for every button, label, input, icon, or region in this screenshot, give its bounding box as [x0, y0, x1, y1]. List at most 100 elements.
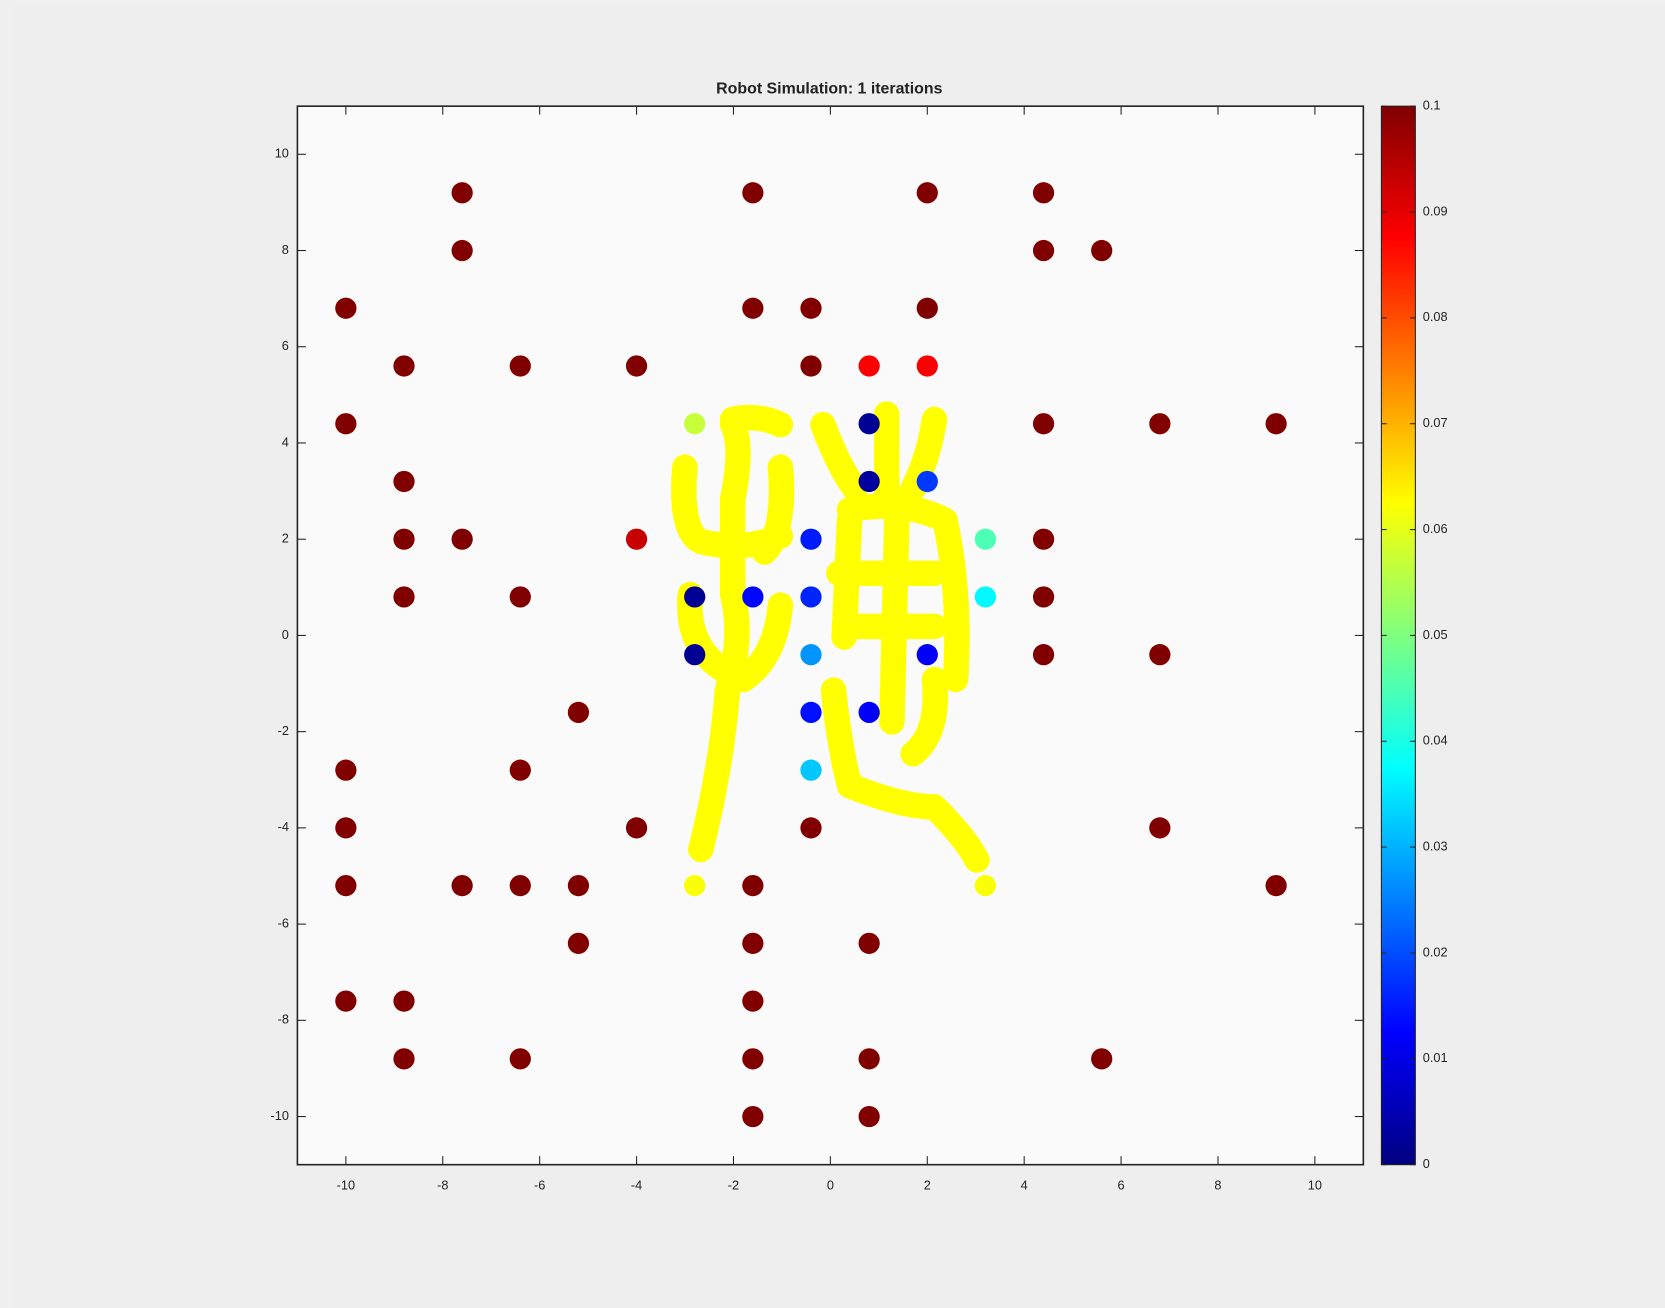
- robot-point: [335, 817, 357, 839]
- colorbar-tick-label: 0: [1423, 1156, 1430, 1171]
- robot-point: [393, 586, 415, 608]
- x-tick-label: 2: [924, 1177, 931, 1192]
- robot-point: [858, 1105, 880, 1128]
- robot-point: [858, 355, 880, 377]
- robot-point: [509, 355, 531, 377]
- y-tick-label: -6: [278, 915, 289, 930]
- robot-point: [1265, 874, 1287, 897]
- robot-point: [858, 470, 880, 493]
- stroke: [810, 401, 948, 512]
- robot-point: [1032, 239, 1055, 262]
- robot-point: [451, 528, 473, 550]
- robot-point: [509, 759, 531, 781]
- robot-point: [800, 759, 822, 781]
- y-tick-label: 0: [282, 627, 289, 642]
- robot-point: [684, 874, 706, 897]
- robot-point: [335, 759, 357, 781]
- y-tick-label: 10: [275, 146, 289, 161]
- robot-point: [858, 701, 880, 724]
- robot-point: [800, 644, 822, 666]
- robot-point: [742, 182, 764, 204]
- robot-point: [1091, 1048, 1113, 1070]
- y-tick-label: 6: [282, 338, 289, 353]
- stroke: [826, 486, 970, 735]
- stroke: [688, 411, 751, 863]
- robot-point: [567, 874, 590, 897]
- x-tick-label: 8: [1214, 1177, 1221, 1192]
- colorbar-tick-label: 0.06: [1423, 521, 1448, 536]
- robot-point: [1091, 239, 1113, 262]
- y-tick-label: -10: [271, 1108, 289, 1123]
- colorbar-tick-label: 0.01: [1423, 1050, 1448, 1065]
- robot-point: [1149, 817, 1171, 839]
- robot-point: [335, 990, 357, 1012]
- robot-point: [742, 586, 764, 608]
- chart-title: Robot Simulation: 1 iterations: [716, 80, 942, 97]
- robot-point: [335, 297, 357, 319]
- robot-point: [509, 1048, 531, 1070]
- robot-point: [974, 586, 997, 608]
- colorbar-tick-label: 0.08: [1423, 309, 1448, 324]
- robot-point: [800, 586, 822, 608]
- robot-point: [1032, 586, 1055, 608]
- stroke: [820, 666, 990, 873]
- x-tick-label: -8: [437, 1177, 448, 1192]
- robot-point: [393, 990, 415, 1012]
- robot-point: [335, 413, 357, 435]
- robot-point: [684, 644, 706, 666]
- robot-point: [974, 528, 997, 550]
- x-tick-label: -4: [631, 1177, 642, 1192]
- x-tick-label: 6: [1118, 1177, 1125, 1192]
- robot-point: [1032, 413, 1055, 435]
- robot-point: [800, 817, 822, 839]
- robot-point: [1265, 413, 1287, 435]
- robot-point: [916, 470, 938, 493]
- robot-point: [916, 297, 938, 319]
- y-tick-label: 2: [282, 531, 289, 546]
- robot-point: [567, 932, 590, 954]
- robot-point: [858, 413, 880, 435]
- colorbar-tick-label: 0.09: [1423, 203, 1448, 218]
- robot-point: [1149, 644, 1171, 666]
- robot-point: [684, 586, 706, 608]
- robot-point: [742, 990, 764, 1012]
- robot-point: [625, 528, 648, 550]
- robot-point: [742, 297, 764, 319]
- robot-point: [451, 182, 473, 204]
- robot-point: [393, 1048, 415, 1070]
- robot-point: [800, 355, 822, 377]
- robot-point: [1032, 182, 1055, 204]
- colorbar-tick-label: 0.1: [1423, 98, 1441, 113]
- y-tick-label: -8: [278, 1012, 289, 1027]
- x-tick-label: -6: [534, 1177, 545, 1192]
- robot-point: [684, 413, 706, 435]
- robot-point: [916, 644, 938, 666]
- robot-point: [393, 528, 415, 550]
- x-tick-label: -10: [337, 1177, 355, 1192]
- robot-point: [1032, 644, 1055, 666]
- y-tick-label: -4: [278, 819, 289, 834]
- robot-point: [567, 701, 590, 724]
- colorbar-tick-label: 0.03: [1423, 838, 1448, 853]
- robot-point: [335, 874, 357, 897]
- robot-point: [858, 1048, 880, 1070]
- robot-point: [393, 470, 415, 493]
- robot-point: [916, 182, 938, 204]
- robot-point: [1032, 528, 1055, 550]
- x-tick-label: 10: [1308, 1177, 1322, 1192]
- axes-box: [296, 105, 1365, 1166]
- x-tick-label: 4: [1021, 1177, 1028, 1192]
- robot-point: [625, 355, 648, 377]
- x-tick-label: -2: [728, 1177, 739, 1192]
- calligraphy-overlay: [671, 401, 990, 873]
- robot-point: [742, 874, 764, 897]
- robot-point: [800, 528, 822, 550]
- x-tick-label: 0: [827, 1177, 834, 1192]
- robot-point: [858, 932, 880, 954]
- robot-point: [1149, 413, 1171, 435]
- robot-point: [393, 355, 415, 377]
- robot-point: [916, 355, 938, 377]
- stroke: [677, 581, 794, 693]
- robot-point: [974, 874, 997, 897]
